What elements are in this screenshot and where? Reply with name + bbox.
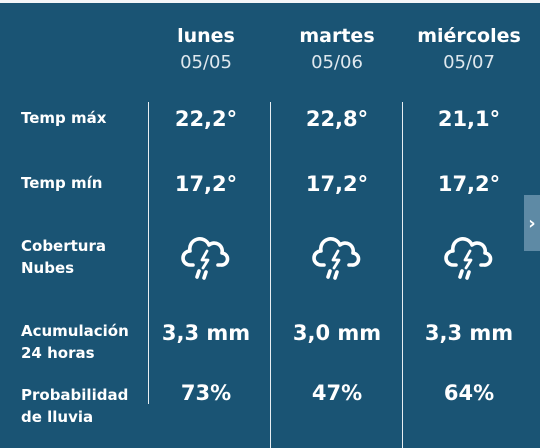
- top-divider: [0, 0, 540, 3]
- day-name: lunes: [177, 25, 235, 47]
- temp-max-value: 22,8°: [305, 107, 369, 131]
- row-label-temp-max: Temp máx: [21, 109, 107, 127]
- rain-accumulation-value: 3,3 mm: [161, 321, 251, 345]
- day-name: miércoles: [417, 25, 521, 47]
- temp-max-value: 22,2°: [174, 107, 238, 131]
- day-header-3: miércoles 05/07: [404, 22, 534, 76]
- temp-min-value: 17,2°: [174, 172, 238, 196]
- day-date: 05/06: [311, 52, 363, 73]
- rain-accumulation-value: 3,0 mm: [292, 321, 382, 345]
- rain-probability-value: 73%: [180, 381, 232, 405]
- row-label-line: Acumulación: [21, 322, 129, 340]
- day-date: 05/05: [180, 52, 232, 73]
- column-divider: [402, 102, 403, 448]
- row-label-line: de lluvia: [21, 408, 94, 426]
- column-divider: [148, 102, 149, 404]
- row-label-line: Probabilidad: [21, 386, 129, 404]
- thunderstorm-icon: [141, 233, 271, 283]
- day-date: 05/07: [443, 52, 495, 73]
- day-header-2: martes 05/06: [272, 22, 402, 76]
- rain-accumulation-value: 3,3 mm: [424, 321, 514, 345]
- row-label-line: 24 horas: [21, 344, 95, 362]
- row-label-clouds: Cobertura Nubes: [21, 235, 141, 279]
- thunderstorm-icon: [404, 233, 534, 283]
- row-label-line: Nubes: [21, 259, 75, 277]
- column-divider: [270, 102, 271, 448]
- row-label-rain-acc: Acumulación 24 horas: [21, 320, 141, 364]
- temp-min-value: 17,2°: [437, 172, 501, 196]
- row-label-temp-min: Temp mín: [21, 174, 103, 192]
- row-label-line: Cobertura: [21, 237, 106, 255]
- row-label-rain-prob: Probabilidad de lluvia: [21, 384, 141, 428]
- rain-probability-value: 47%: [311, 381, 363, 405]
- day-header-1: lunes 05/05: [141, 22, 271, 76]
- thunderstorm-icon: [272, 233, 402, 283]
- next-days-button[interactable]: ›: [524, 195, 540, 251]
- chevron-right-icon: ›: [528, 212, 536, 234]
- temp-max-value: 21,1°: [437, 107, 501, 131]
- rain-probability-value: 64%: [443, 381, 495, 405]
- temp-min-value: 17,2°: [305, 172, 369, 196]
- day-name: martes: [299, 25, 375, 47]
